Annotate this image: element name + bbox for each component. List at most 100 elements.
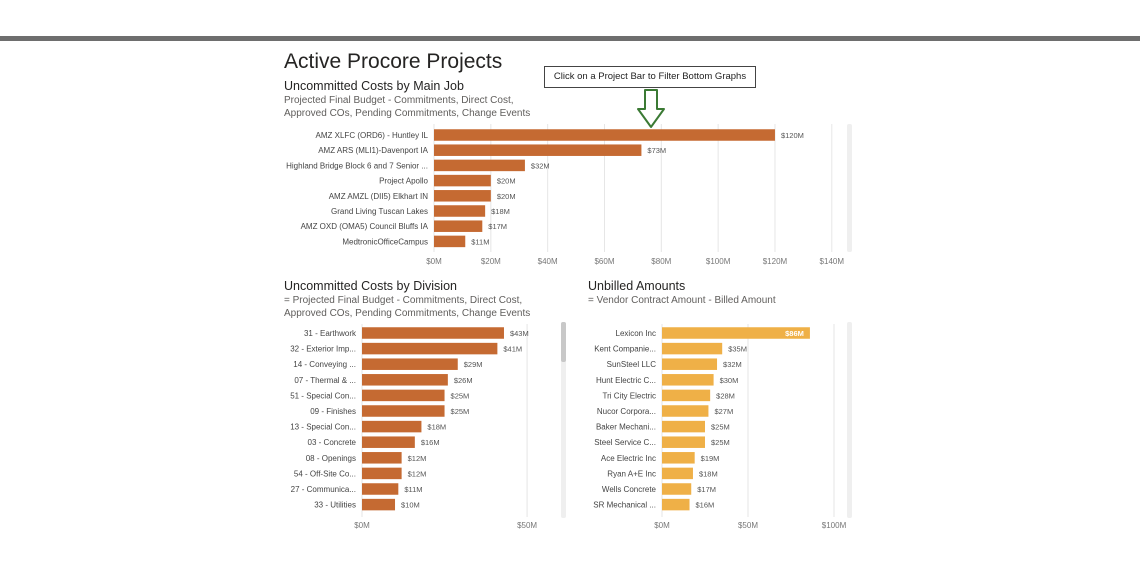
data-label: $11M [471,237,489,246]
category-label: 51 - Special Con... [290,391,356,400]
category-label: Lexicon Inc [616,329,656,338]
mainjob-bar-chart[interactable]: $0M $20M $40M $60M $80M $100M $120M $140M AMZ XL… [284,122,854,270]
category-label: 13 - Special Con... [290,423,356,432]
bar[interactable] [362,436,415,448]
bar[interactable] [434,190,491,202]
division-scrollbar[interactable] [561,322,566,518]
data-label: $18M [699,469,718,478]
data-label: $32M [723,360,742,369]
bar[interactable] [362,483,399,495]
bar[interactable] [362,420,422,433]
bar[interactable] [362,374,448,386]
category-label: Highland Bridge Block 6 and 7 Senior ... [286,161,428,170]
data-label: $16M [696,501,715,510]
bar[interactable] [662,467,693,480]
data-label: $28M [716,391,735,400]
category-label: 32 - Exterior Imp... [290,345,356,354]
bar[interactable] [662,358,718,370]
category-label: 33 - Utilities [314,501,356,510]
data-label: $11M [404,485,422,494]
unbilled-chart-title: Unbilled Amounts [588,279,686,293]
bar[interactable] [362,389,445,402]
data-label: $25M [711,438,730,447]
unbilled-scrollbar[interactable] [847,322,852,518]
category-label: Nucor Corpora... [597,407,656,416]
x-tick-label: $0M [354,521,370,530]
category-label: Steel Service C... [594,438,656,447]
category-label: 03 - Concrete [308,438,357,447]
category-label: SunSteel LLC [607,360,657,369]
bar[interactable] [434,174,491,187]
data-label: $86M [785,329,804,338]
division-scrollbar-thumb[interactable] [561,322,566,362]
category-label: 07 - Thermal & ... [294,376,356,385]
bar[interactable] [434,205,486,217]
bar[interactable] [662,389,711,402]
category-label: 54 - Off-Site Co... [294,469,356,478]
bar[interactable] [662,342,723,355]
x-tick-label: $40M [538,257,558,266]
data-label: $25M [451,407,470,416]
category-label: AMZ ARS (MLI1)-Davenport IA [318,146,428,155]
category-label: Wells Concrete [602,485,657,494]
bar[interactable] [434,159,525,172]
category-label: Ace Electric Inc [601,454,656,463]
division-bar-chart[interactable]: $0M $50M 31 - Earthwork $43M 32 - Exterior I… [284,322,564,534]
data-label: $25M [711,423,730,432]
data-label: $41M [503,345,522,354]
data-label: $25M [451,391,470,400]
unbilled-bar-chart[interactable]: $0M $50M $100M Lexicon Inc $86M Kent Companie… [588,322,854,534]
category-label: AMZ AMZL (DII5) Elkhart IN [329,192,428,201]
data-label: $18M [427,423,446,432]
bar[interactable] [362,342,498,355]
data-label: $120M [781,131,804,140]
bar[interactable] [662,436,705,448]
data-label: $29M [464,360,483,369]
mainjob-chart-subtitle-line1: Projected Final Budget - Commitments, Di… [284,95,514,106]
bar[interactable] [362,452,402,464]
bar[interactable] [662,483,692,495]
x-tick-label: $80M [651,257,671,266]
category-label: Tri City Electric [603,391,656,400]
category-label: 27 - Communica... [291,485,356,494]
bar[interactable] [434,129,775,141]
x-tick-label: $0M [654,521,670,530]
bar[interactable] [662,374,714,386]
category-label: Project Apollo [379,177,428,186]
category-label: 31 - Earthwork [304,329,357,338]
category-label: SR Mechanical ... [593,501,656,510]
mainjob-chart-subtitle-line2: Approved COs, Pending Commitments, Chang… [284,108,531,119]
bar[interactable] [434,144,642,156]
data-label: $35M [728,345,747,354]
mainjob-scrollbar[interactable] [847,124,852,252]
bar[interactable] [434,235,466,248]
category-label: 08 - Openings [306,454,356,463]
bar[interactable] [662,405,709,417]
bar[interactable] [362,467,402,480]
x-tick-label: $60M [594,257,614,266]
data-label: $10M [401,501,420,510]
unbilled-chart-subtitle: = Vendor Contract Amount - Billed Amount [588,295,776,306]
bar[interactable] [362,327,504,339]
bar[interactable] [662,452,695,464]
bar[interactable] [362,498,396,511]
data-label: $43M [510,329,529,338]
x-tick-label: $50M [517,521,537,530]
category-label: MedtronicOfficeCampus [342,237,428,246]
data-label: $17M [488,222,507,231]
bar[interactable] [362,358,458,370]
bar[interactable] [662,327,810,339]
category-label: Kent Companie... [594,345,656,354]
bar[interactable] [662,498,690,511]
category-label: 14 - Conveying ... [293,360,356,369]
data-label: $17M [697,485,716,494]
category-label: Ryan A+E Inc [607,469,656,478]
category-label: AMZ XLFC (ORD6) - Huntley IL [316,131,429,140]
bar[interactable] [662,420,705,433]
data-label: $73M [647,146,666,155]
data-label: $20M [497,192,516,201]
bar[interactable] [434,220,483,232]
bar[interactable] [362,405,445,417]
data-label: $16M [421,438,440,447]
mainjob-chart-title: Uncommitted Costs by Main Job [284,79,464,93]
